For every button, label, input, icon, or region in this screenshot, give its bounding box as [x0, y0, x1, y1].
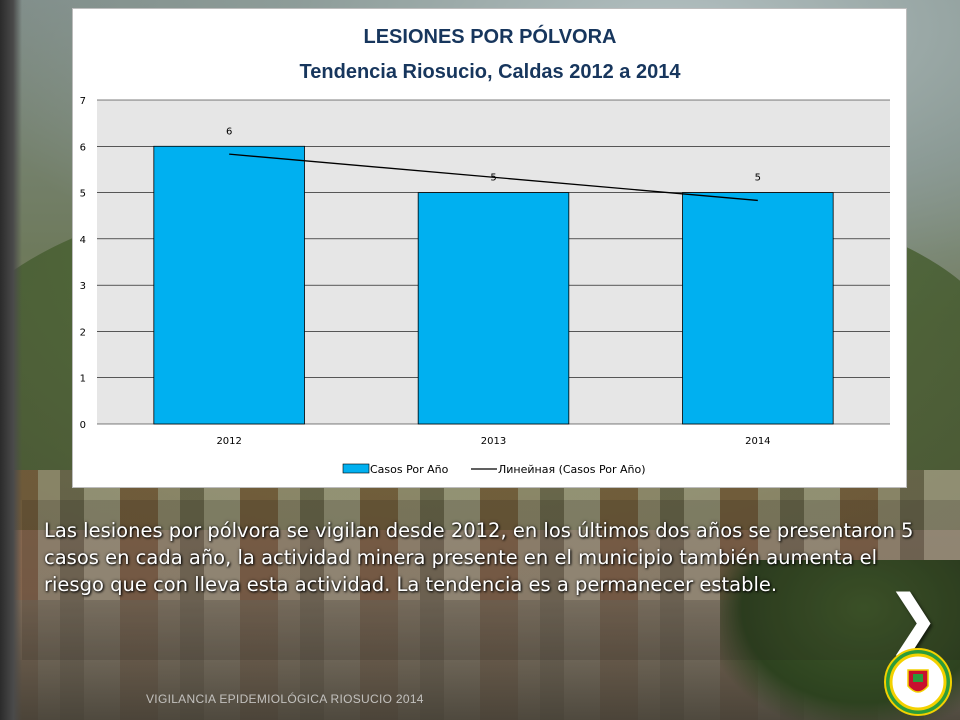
y-tick-label: 6 [80, 142, 86, 153]
slide-footer: VIGILANCIA EPIDEMIOLÓGICA RIOSUCIO 2014 [146, 692, 424, 706]
x-tick-label: 2013 [481, 436, 506, 447]
bar-2013 [417, 192, 570, 425]
legend-label-bars: Casos Por Año [370, 463, 449, 476]
y-tick-label: 5 [80, 189, 86, 200]
trend-line [229, 153, 758, 202]
y-tick-label: 3 [80, 281, 86, 292]
bar-2014 [682, 192, 834, 425]
next-slide-button[interactable]: ❯ [886, 582, 940, 656]
y-tick-label: 7 [80, 96, 86, 107]
x-tick-label: 2014 [745, 436, 770, 447]
bar-data-label: 6 [226, 126, 232, 137]
chart-legend: Casos Por Año Линейная (Casos Por Año) [342, 463, 646, 476]
seal-graphic [889, 653, 947, 711]
legend-label-trend: Линейная (Casos Por Año) [498, 463, 646, 476]
chart-title: LESIONES POR PÓLVORA [364, 24, 617, 48]
slide-body-text: Las lesiones por pólvora se vigilan desd… [44, 519, 914, 596]
chart-panel: LESIONES POR PÓLVORA Tendencia Riosucio,… [72, 8, 907, 488]
y-tick-label: 1 [80, 374, 86, 385]
municipal-seal-icon [884, 648, 952, 716]
x-tick-label: 2012 [216, 436, 241, 447]
chart-svg: LESIONES POR PÓLVORA Tendencia Riosucio,… [80, 24, 890, 476]
bar-data-label: 5 [755, 173, 761, 184]
bar-2012 [153, 145, 305, 425]
y-tick-label: 2 [80, 327, 86, 338]
legend-swatch-bars [342, 463, 370, 474]
y-tick-label: 0 [80, 420, 86, 431]
chart-subtitle: Tendencia Riosucio, Caldas 2012 a 2014 [300, 61, 682, 83]
plot-area: 0 1 2 3 4 5 6 7 6 2012 5 2013 5 2014 [80, 96, 890, 447]
y-tick-label: 4 [80, 235, 86, 246]
bar-data-label: 5 [490, 173, 496, 184]
